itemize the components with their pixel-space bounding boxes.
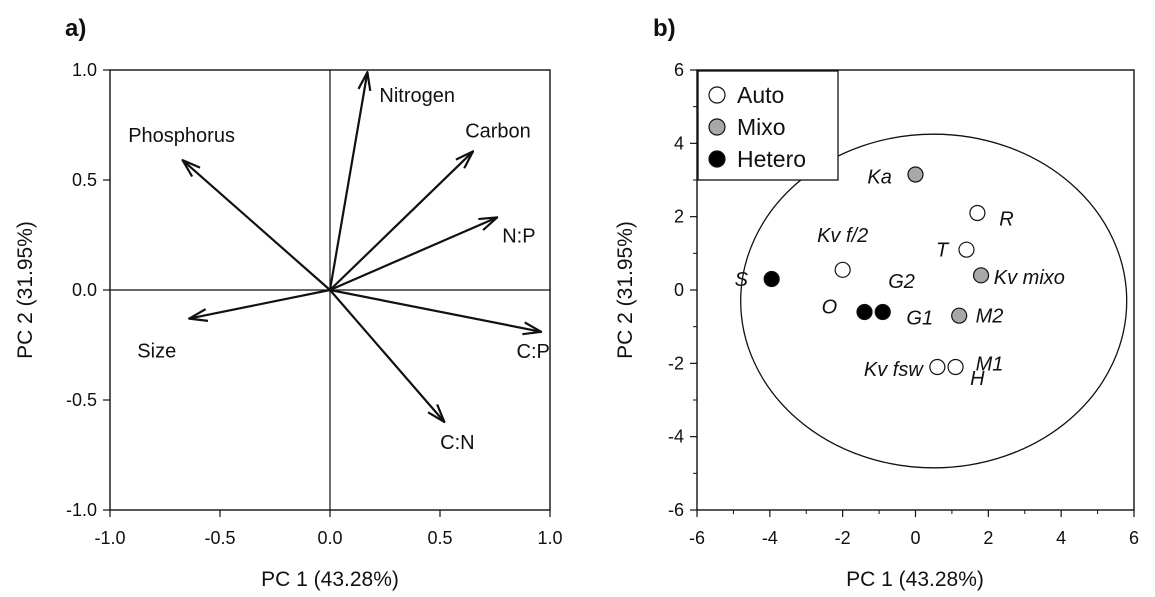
x-tick-label: 0.0 <box>317 528 342 548</box>
y-tick-label: 1.0 <box>72 60 97 80</box>
sample-point-hetero <box>763 270 780 288</box>
x-tick-label: -4 <box>762 528 778 548</box>
y-tick-label: -0.5 <box>66 390 97 410</box>
vector-label: N:P <box>502 225 535 247</box>
sample-point-mixo <box>907 166 924 183</box>
legend-label: Auto <box>737 82 784 108</box>
sample-point-auto <box>834 261 851 278</box>
vector-label: Nitrogen <box>379 85 455 107</box>
sample-label: Kv fsw <box>864 359 924 381</box>
panel-b-x-axis-title: PC 1 (43.28%) <box>846 568 984 591</box>
sample-label: S <box>735 269 749 291</box>
sample-label: H <box>970 368 985 390</box>
legend-marker-auto <box>708 86 726 104</box>
sample-point-mixo <box>951 307 968 324</box>
panel-b: b) -6 -4 -2 0 2 4 6 -6 -4 -2 0 2 4 6 Ka R T Kv mixo Kv f/… <box>614 15 1139 591</box>
y-tick-label: 4 <box>674 133 684 153</box>
sample-point-mixo <box>972 267 990 284</box>
panel-b-confidence-ellipse <box>740 133 1128 469</box>
sample-point-auto <box>947 358 964 376</box>
y-tick-label: 2 <box>674 207 684 227</box>
y-tick-label: -6 <box>668 500 684 520</box>
panel-a-label: a) <box>65 15 86 42</box>
panel-b-points: Ka R T Kv mixo Kv f/2 S O G2 G1 M2 M1 Kv fsw H <box>735 166 1065 390</box>
legend-marker-mixo <box>708 118 726 136</box>
vector-label: Carbon <box>465 120 531 142</box>
vector-label: Phosphorus <box>128 125 235 147</box>
vector-label: C:P <box>517 341 550 363</box>
sample-label: G1 <box>906 308 933 330</box>
panel-a-ticks: -1.0 -0.5 0.0 0.5 1.0 -1.0 -0.5 0.0 0.5 1.0 <box>66 60 563 548</box>
y-tick-label: 0.5 <box>72 170 97 190</box>
sample-label: Ka <box>867 166 891 188</box>
sample-point-auto <box>958 241 975 258</box>
y-tick-label: 0.0 <box>72 280 97 300</box>
panel-a-x-axis-title: PC 1 (43.28%) <box>261 568 399 591</box>
sample-point-auto <box>929 358 946 376</box>
y-tick-label: -1.0 <box>66 500 97 520</box>
loading-vector-n-p <box>329 217 497 292</box>
sample-label: Kv f/2 <box>817 225 868 247</box>
panel-a-y-axis-title: PC 2 (31.95%) <box>14 221 37 359</box>
loading-vector-c-n <box>329 289 444 422</box>
x-tick-label: -6 <box>689 528 705 548</box>
y-tick-label: 6 <box>674 60 684 80</box>
legend-marker-hetero <box>708 150 726 168</box>
panel-b-ticks: -6 -4 -2 0 2 4 6 -6 -4 -2 0 2 4 6 <box>668 60 1139 548</box>
panel-b-legend: Auto Mixo Hetero <box>697 70 839 181</box>
x-tick-label: -1.0 <box>94 528 125 548</box>
panel-a: a) -1.0 -0.5 0.0 0.5 1.0 -1.0 -0.5 0.0 0.5 1.0 Ni… <box>14 15 563 591</box>
x-tick-label: 4 <box>1056 528 1066 548</box>
y-tick-label: -2 <box>668 353 684 373</box>
sample-label: T <box>936 240 950 262</box>
loading-vector-carbon <box>329 151 473 291</box>
y-tick-label: -4 <box>668 427 684 447</box>
panel-a-vectors: Nitrogen Carbon Phosphorus N:P Size C:P C:N <box>128 72 550 454</box>
loading-vector-phosphorus <box>183 160 331 291</box>
sample-label: Kv mixo <box>994 267 1065 289</box>
sample-point-hetero <box>874 303 891 321</box>
x-tick-label: -2 <box>835 528 851 548</box>
loading-vector-c-p <box>329 288 541 332</box>
loading-vector-nitrogen <box>328 72 367 291</box>
x-tick-label: 0 <box>910 528 920 548</box>
sample-label: M1 <box>976 353 1004 375</box>
sample-label: O <box>822 297 838 319</box>
x-tick-label: -0.5 <box>204 528 235 548</box>
x-tick-label: 0.5 <box>427 528 452 548</box>
x-tick-label: 6 <box>1129 528 1139 548</box>
loading-vector-size <box>189 288 331 319</box>
vector-label: C:N <box>440 432 474 454</box>
panel-b-label: b) <box>653 15 676 42</box>
legend-label: Hetero <box>737 146 806 172</box>
sample-label: R <box>999 209 1013 231</box>
x-tick-label: 2 <box>983 528 993 548</box>
y-tick-label: 0 <box>674 280 684 300</box>
legend-label: Mixo <box>737 114 786 140</box>
sample-point-auto <box>969 204 986 222</box>
vector-label: Size <box>137 341 176 363</box>
sample-label: G2 <box>888 271 915 293</box>
sample-label: M2 <box>976 306 1004 328</box>
x-tick-label: 1.0 <box>537 528 562 548</box>
sample-point-hetero <box>856 303 873 321</box>
panel-b-y-axis-title: PC 2 (31.95%) <box>614 221 637 359</box>
